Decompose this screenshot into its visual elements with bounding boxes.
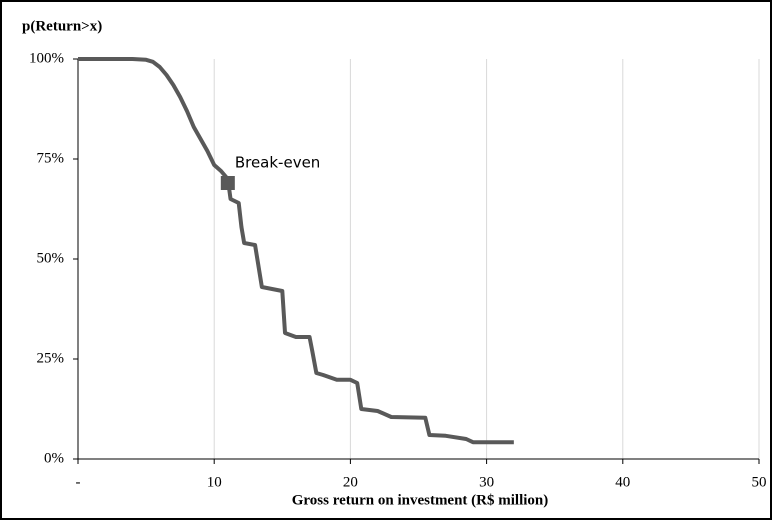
x-tick-label: 50 [752, 474, 767, 490]
y-tick-label: 50% [37, 250, 65, 266]
chart-title: p(Return>x) [22, 18, 102, 34]
x-tick-label: 40 [615, 474, 630, 490]
y-tick-label: 25% [37, 350, 65, 366]
x-tick-label: 10 [207, 474, 222, 490]
break-even-marker [220, 176, 235, 190]
annotation: Break-even [235, 154, 321, 172]
survival-line [78, 57, 514, 445]
y-tick-label: 100% [29, 50, 64, 66]
y-tick-label: 75% [37, 150, 65, 166]
x-tick-label: 20 [343, 474, 358, 490]
y-tick-label: 0% [44, 450, 64, 466]
x-tick-label: - [76, 474, 81, 490]
x-tick-label: 30 [479, 474, 494, 490]
x-axis-label: Gross return on investment (R$ million) [292, 492, 549, 508]
